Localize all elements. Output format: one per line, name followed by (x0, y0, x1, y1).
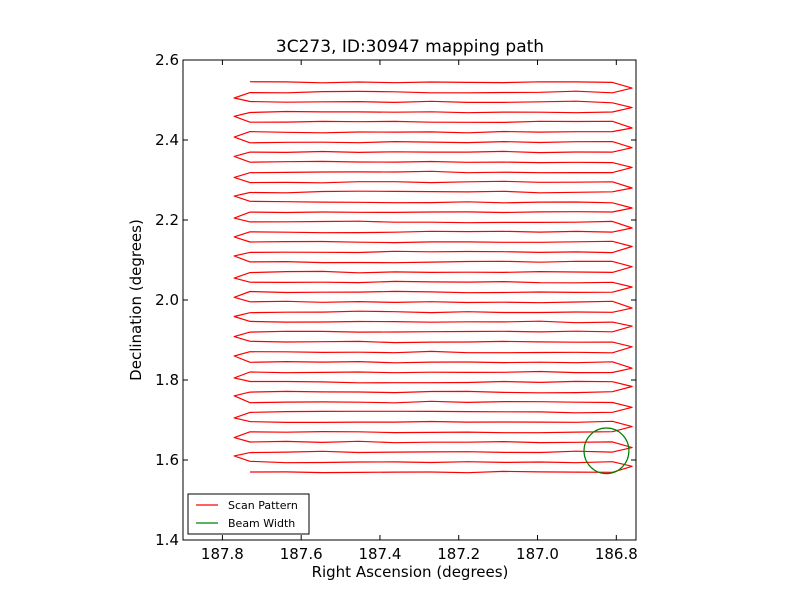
y-tick-label: 2.0 (155, 291, 179, 309)
beam-width-circle (583, 427, 630, 475)
y-tick-label: 2.6 (155, 51, 179, 69)
x-tick-label: 187.4 (358, 545, 401, 563)
y-axis: 1.4 1.6 1.8 2.0 2.2 2.4 2.6 (155, 51, 636, 549)
legend-box (187, 493, 310, 535)
plot-area (233, 81, 633, 475)
x-tick-label: 187.6 (280, 545, 323, 563)
y-tick-label: 2.4 (155, 131, 179, 149)
legend-label-scan-pattern: Scan Pattern (228, 499, 298, 512)
y-tick-label: 1.8 (155, 371, 179, 389)
x-axis: 187.8 187.6 187.4 187.2 187.0 186.8 (201, 60, 638, 563)
chart-title: 3C273, ID:30947 mapping path (276, 37, 544, 57)
x-tick-label: 187.8 (201, 545, 244, 563)
y-tick-label: 1.4 (155, 531, 179, 549)
y-tick-label: 2.2 (155, 211, 179, 229)
scan-pattern-line (233, 81, 633, 474)
legend-label-beam-width: Beam Width (228, 517, 295, 530)
x-tick-label: 186.8 (595, 545, 638, 563)
y-tick-label: 1.6 (155, 451, 179, 469)
x-tick-label: 187.2 (437, 545, 480, 563)
x-axis-label: Right Ascension (degrees) (312, 563, 509, 581)
y-axis-label: Declination (degrees) (127, 219, 145, 381)
x-tick-label: 187.0 (516, 545, 559, 563)
legend: Scan Pattern Beam Width (187, 493, 310, 535)
